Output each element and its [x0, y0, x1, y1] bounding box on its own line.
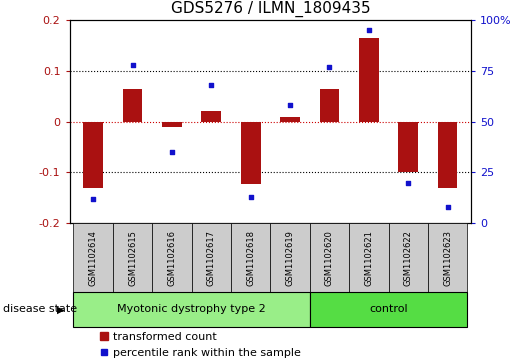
- Point: [325, 64, 334, 70]
- Bar: [74, 292, 310, 327]
- Text: GSM1102623: GSM1102623: [443, 230, 452, 286]
- Bar: [123, 89, 142, 122]
- Text: disease state: disease state: [3, 305, 77, 314]
- Text: control: control: [369, 305, 408, 314]
- Text: GSM1102615: GSM1102615: [128, 230, 137, 286]
- Bar: [359, 38, 379, 122]
- Text: ▶: ▶: [57, 305, 64, 314]
- Bar: [152, 223, 192, 292]
- Bar: [74, 223, 113, 292]
- Text: GSM1102617: GSM1102617: [207, 230, 216, 286]
- Point: [365, 27, 373, 33]
- Bar: [231, 223, 270, 292]
- Text: GSM1102616: GSM1102616: [167, 230, 177, 286]
- Text: GSM1102619: GSM1102619: [285, 230, 295, 286]
- Title: GDS5276 / ILMN_1809435: GDS5276 / ILMN_1809435: [170, 1, 370, 17]
- Point: [128, 62, 136, 68]
- Point: [286, 102, 294, 108]
- Text: GSM1102618: GSM1102618: [246, 230, 255, 286]
- Bar: [349, 223, 388, 292]
- Bar: [320, 89, 339, 122]
- Bar: [162, 122, 182, 127]
- Text: GSM1102621: GSM1102621: [364, 230, 373, 286]
- Bar: [438, 122, 457, 188]
- Point: [168, 149, 176, 155]
- Point: [247, 194, 255, 200]
- Text: GSM1102614: GSM1102614: [89, 230, 98, 286]
- Bar: [310, 292, 467, 327]
- Point: [404, 180, 413, 185]
- Bar: [428, 223, 467, 292]
- Bar: [201, 111, 221, 122]
- Text: GSM1102622: GSM1102622: [404, 230, 413, 286]
- Bar: [83, 122, 103, 188]
- Bar: [241, 122, 261, 184]
- Point: [443, 204, 452, 210]
- Bar: [310, 223, 349, 292]
- Bar: [113, 223, 152, 292]
- Legend: transformed count, percentile rank within the sample: transformed count, percentile rank withi…: [95, 327, 305, 362]
- Text: GSM1102620: GSM1102620: [325, 230, 334, 286]
- Bar: [270, 223, 310, 292]
- Point: [207, 82, 215, 88]
- Bar: [388, 223, 428, 292]
- Bar: [399, 122, 418, 172]
- Point: [89, 196, 97, 202]
- Bar: [192, 223, 231, 292]
- Bar: [280, 117, 300, 122]
- Text: Myotonic dystrophy type 2: Myotonic dystrophy type 2: [117, 305, 266, 314]
